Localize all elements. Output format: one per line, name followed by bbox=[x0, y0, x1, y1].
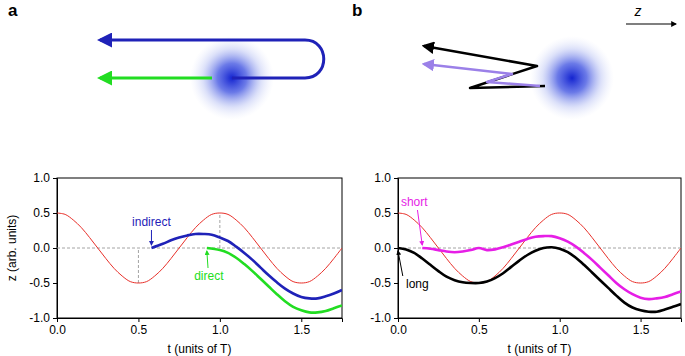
series-label: indirect bbox=[132, 215, 171, 229]
x-tick-mark bbox=[220, 318, 221, 322]
x-tick: 0.0 bbox=[390, 318, 407, 337]
y-tick-mark bbox=[53, 283, 57, 284]
x-tick-label: 0.0 bbox=[49, 323, 66, 337]
field-line bbox=[57, 213, 342, 283]
x-axis-line bbox=[58, 319, 343, 323]
x-tick-label: 0.0 bbox=[390, 323, 407, 337]
y-tick-mark bbox=[53, 248, 57, 249]
x-tick-mark bbox=[560, 318, 561, 322]
x-axis-title: t (units of T) bbox=[168, 342, 232, 356]
label-arrow bbox=[207, 251, 208, 268]
y-tick: 0.5 bbox=[33, 206, 57, 220]
y-tick-mark bbox=[394, 318, 398, 319]
plot-area bbox=[57, 213, 342, 313]
x-tick-label: 0.5 bbox=[131, 323, 148, 337]
x-tick-label: 1.0 bbox=[212, 323, 229, 337]
y-tick-mark bbox=[53, 178, 57, 179]
y-tick-label: 0.5 bbox=[374, 206, 391, 220]
label-arrow bbox=[398, 251, 403, 276]
y-tick-mark bbox=[394, 248, 398, 249]
x-tick-mark bbox=[479, 318, 480, 322]
y-tick-label: 0.0 bbox=[374, 241, 391, 255]
label-arrow bbox=[417, 210, 422, 245]
y-tick-mark bbox=[53, 318, 57, 319]
schematic-arrow bbox=[100, 40, 324, 78]
panel-0: a 0.0 0.5 1.0 1.5 -1.0 -0.5 0.0 0.5 1.0 indirect di… bbox=[5, 1, 343, 356]
panel-label: b bbox=[352, 1, 362, 20]
y-tick: 0.5 bbox=[374, 206, 398, 220]
y-tick: 1.0 bbox=[374, 171, 398, 185]
trajectory-line bbox=[422, 236, 681, 299]
y-tick: -1.0 bbox=[29, 311, 57, 325]
plot-frame bbox=[57, 178, 342, 318]
schematic-arrow bbox=[100, 77, 212, 80]
schematic bbox=[100, 36, 324, 120]
y-tick: 0.0 bbox=[33, 241, 57, 255]
trajectory-line bbox=[207, 248, 342, 313]
y-tick-label: 0.0 bbox=[33, 241, 50, 255]
y-tick-label: 0.5 bbox=[33, 206, 50, 220]
x-axis-line bbox=[399, 319, 682, 323]
x-tick-label: 1.5 bbox=[633, 323, 650, 337]
y-tick: -1.0 bbox=[370, 311, 398, 325]
y-tick-label: -1.0 bbox=[370, 311, 391, 325]
y-tick-label: -1.0 bbox=[29, 311, 50, 325]
y-tick-label: -0.5 bbox=[370, 276, 391, 290]
direction-arrow bbox=[626, 23, 676, 24]
y-tick-mark bbox=[394, 213, 398, 214]
x-tick-mark bbox=[301, 318, 302, 322]
x-tick: 0.5 bbox=[131, 318, 148, 337]
reference-line bbox=[138, 248, 139, 283]
reference-line bbox=[219, 213, 220, 248]
direction-label: z bbox=[634, 3, 642, 19]
reference-line bbox=[57, 248, 342, 249]
plot-frame bbox=[398, 178, 681, 318]
y-tick-label: 1.0 bbox=[374, 171, 391, 185]
x-tick: 0.5 bbox=[471, 318, 488, 337]
y-tick-mark bbox=[53, 213, 57, 214]
y-tick-mark bbox=[394, 283, 398, 284]
x-tick-label: 0.5 bbox=[471, 323, 488, 337]
x-tick: 1.5 bbox=[293, 318, 310, 337]
x-tick: 0.0 bbox=[49, 318, 66, 337]
x-tick-mark bbox=[641, 318, 642, 322]
y-axis: -1.0 -0.5 0.0 0.5 1.0 bbox=[29, 171, 57, 325]
y-axis: -1.0 -0.5 0.0 0.5 1.0 bbox=[370, 171, 398, 325]
panel-1: b z 0.0 0.5 1.0 1.5 -1.0 -0.5 0.0 0.5 1.0 short long… bbox=[352, 1, 682, 356]
y-tick-label: 1.0 bbox=[33, 171, 50, 185]
panel-label: a bbox=[8, 1, 18, 20]
y-tick: -0.5 bbox=[370, 276, 398, 290]
label-arrow bbox=[151, 230, 152, 245]
x-axis: 0.0 0.5 1.0 1.5 bbox=[390, 318, 681, 337]
schematic-arrow bbox=[424, 64, 540, 86]
x-tick-label: 1.5 bbox=[293, 323, 310, 337]
y-tick: -0.5 bbox=[29, 276, 57, 290]
x-tick: 1.0 bbox=[552, 318, 569, 337]
y-tick-label: -0.5 bbox=[29, 276, 50, 290]
y-tick: 0.0 bbox=[374, 241, 398, 255]
x-tick: 1.0 bbox=[212, 318, 229, 337]
y-tick-mark bbox=[394, 178, 398, 179]
schematic bbox=[424, 36, 614, 120]
series-label: long bbox=[406, 277, 429, 291]
x-tick: 1.5 bbox=[633, 318, 650, 337]
schematic-arrow bbox=[424, 46, 545, 88]
series-label: direct bbox=[194, 269, 224, 283]
trajectory-line bbox=[398, 247, 681, 312]
x-axis-title: t (units of T) bbox=[508, 342, 572, 356]
series-label: short bbox=[401, 195, 428, 209]
figure: a 0.0 0.5 1.0 1.5 -1.0 -0.5 0.0 0.5 1.0 indirect di… bbox=[0, 0, 685, 356]
y-tick: 1.0 bbox=[33, 171, 57, 185]
plot-area bbox=[398, 213, 681, 312]
atom-blob bbox=[530, 36, 614, 120]
x-axis: 0.0 0.5 1.0 1.5 bbox=[49, 318, 342, 337]
x-tick-label: 1.0 bbox=[552, 323, 569, 337]
y-axis-title: z (arb. units) bbox=[5, 215, 19, 282]
x-tick-mark bbox=[138, 318, 139, 322]
